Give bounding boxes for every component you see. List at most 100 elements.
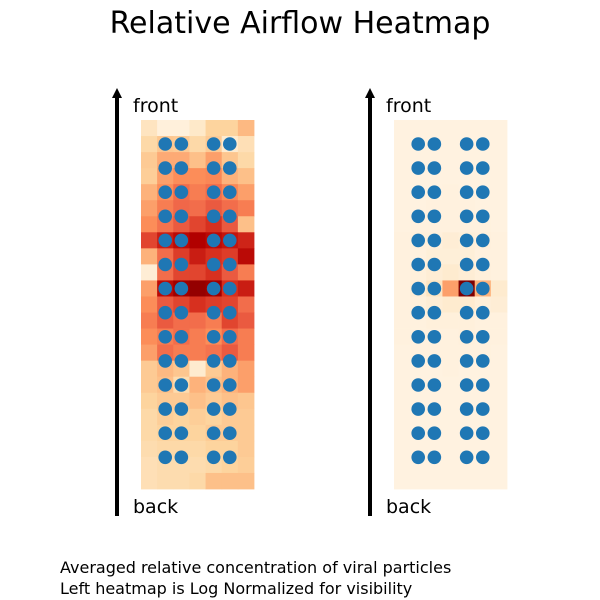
- heatmap-cell: [458, 472, 476, 490]
- seat-marker: [459, 233, 474, 248]
- arrow-head: [112, 88, 122, 98]
- heatmap-cell: [442, 152, 459, 169]
- seat-marker: [174, 209, 189, 224]
- seat-marker: [459, 257, 474, 272]
- front-label: front: [133, 95, 178, 117]
- seat-marker: [427, 233, 442, 248]
- seat-marker: [427, 209, 442, 224]
- heatmap-cell: [205, 120, 223, 137]
- heatmap-cell: [490, 376, 508, 394]
- seat-marker: [459, 402, 474, 416]
- heatmap-cell: [442, 184, 459, 201]
- heatmap-cell: [141, 120, 158, 137]
- seat-marker: [459, 330, 474, 344]
- seat-marker: [206, 137, 221, 151]
- heatmap-cell: [394, 312, 411, 329]
- heatmap-cell: [442, 312, 459, 329]
- heatmap-cell: [141, 168, 158, 185]
- seat-marker: [158, 354, 173, 368]
- seat-marker: [411, 402, 426, 416]
- heatmap-cell: [490, 200, 508, 217]
- heatmap-cell: [394, 392, 411, 410]
- heatmap-cell: [394, 296, 411, 313]
- seat-marker: [206, 161, 221, 175]
- heatmap-cell: [141, 280, 158, 297]
- heatmap-cell: [221, 120, 239, 137]
- heatmap-cell: [141, 328, 158, 346]
- seat-marker: [475, 185, 490, 199]
- heatmap-cell: [442, 200, 459, 217]
- seat-marker: [459, 426, 474, 441]
- seat-marker: [427, 281, 442, 296]
- seat-marker: [475, 161, 490, 175]
- heatmap-cell: [490, 472, 508, 490]
- seat-marker: [475, 354, 490, 368]
- heatmap-cell: [490, 440, 508, 458]
- seat-marker: [222, 185, 237, 199]
- seat-marker: [475, 402, 490, 416]
- heatmap-cell: [394, 152, 411, 169]
- heatmap-cell: [189, 344, 206, 362]
- caption-line-2: Left heatmap is Log Normalized for visib…: [60, 579, 413, 598]
- heatmap-cell: [394, 344, 411, 362]
- heatmap-cell: [141, 472, 158, 490]
- left-heatmap-panel: front back: [112, 88, 255, 518]
- heatmap-cell: [237, 360, 255, 378]
- seat-marker: [475, 137, 490, 151]
- seat-marker: [174, 281, 189, 296]
- seat-marker: [174, 305, 189, 320]
- heatmap-cell: [410, 120, 427, 137]
- heatmap-cell: [189, 216, 206, 233]
- heatmap-cell: [141, 216, 158, 233]
- seat-marker: [427, 185, 442, 199]
- heatmap-cell: [442, 216, 459, 233]
- seat-marker: [459, 185, 474, 199]
- seat-marker: [174, 426, 189, 441]
- seat-marker: [459, 281, 474, 296]
- heatmap-cell: [189, 408, 206, 426]
- seat-marker: [158, 257, 173, 272]
- heatmap-cell: [490, 280, 508, 297]
- seat-marker: [174, 185, 189, 199]
- seat-marker: [427, 354, 442, 368]
- heatmap-cell: [237, 440, 255, 458]
- heatmap-cell: [141, 264, 158, 281]
- heatmap-cell: [442, 264, 459, 281]
- seat-marker: [206, 450, 221, 465]
- heatmap-cell: [141, 200, 158, 217]
- heatmap-cell: [173, 472, 190, 490]
- heatmap-cell: [394, 136, 411, 153]
- heatmap-cell: [221, 472, 239, 490]
- heatmap-cell: [189, 392, 206, 410]
- heatmap-cell: [237, 120, 255, 137]
- seat-marker: [427, 330, 442, 344]
- seat-marker: [174, 257, 189, 272]
- heatmap-cell: [189, 472, 206, 490]
- seat-marker: [459, 161, 474, 175]
- heatmap-cell: [474, 472, 492, 490]
- heatmap-cell: [189, 184, 206, 201]
- seat-marker: [475, 378, 490, 392]
- heatmap-cell: [189, 200, 206, 217]
- heatmap-cell: [394, 184, 411, 201]
- seat-marker: [475, 281, 490, 296]
- heatmap-cell: [141, 312, 158, 329]
- seat-marker: [206, 185, 221, 199]
- seat-marker: [411, 233, 426, 248]
- heatmap-cell: [442, 344, 459, 362]
- seat-marker: [206, 305, 221, 320]
- heatmap-cell: [141, 296, 158, 313]
- seat-marker: [158, 281, 173, 296]
- heatmap-cell: [237, 232, 255, 249]
- heatmap-cell: [394, 168, 411, 185]
- seat-marker: [411, 426, 426, 441]
- heatmap-cell: [141, 360, 158, 378]
- heatmap-cell: [442, 120, 459, 137]
- heatmap-cell: [490, 232, 508, 249]
- seat-marker: [158, 402, 173, 416]
- arrow-head: [365, 88, 375, 98]
- heatmap-cell: [189, 120, 206, 137]
- heatmap-cell: [237, 168, 255, 185]
- heatmap-cell: [394, 408, 411, 426]
- seat-marker: [427, 305, 442, 320]
